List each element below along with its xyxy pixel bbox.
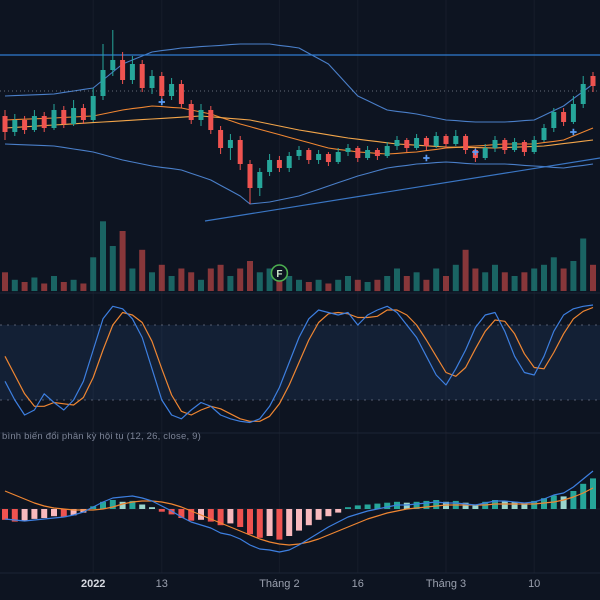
plus-marker — [570, 128, 577, 136]
plus-marker — [423, 154, 430, 162]
time-axis-label: 2022 — [81, 578, 105, 590]
pane-separators — [0, 292, 600, 574]
event-marker-f[interactable]: F — [270, 264, 289, 282]
macd-signal-line — [4, 487, 594, 546]
plus-marker — [158, 98, 165, 106]
time-axis-label: Tháng 3 — [426, 578, 466, 590]
time-axis[interactable]: 2022 13 Tháng 2 16 Tháng 3 10 — [81, 578, 540, 590]
time-axis-label: 16 — [352, 578, 364, 590]
plus-marker — [472, 148, 479, 156]
time-axis-label: Tháng 2 — [259, 578, 299, 590]
svg-text:F: F — [276, 269, 282, 280]
stochastic-d-line — [4, 306, 594, 422]
plus-markers[interactable] — [158, 98, 577, 162]
trendline[interactable] — [204, 157, 600, 222]
candlestick-series[interactable] — [2, 30, 596, 204]
macd-line — [4, 470, 594, 553]
stochastic-k-line — [4, 304, 594, 424]
stochastic-band — [0, 324, 600, 401]
volume-series[interactable] — [2, 221, 596, 292]
time-axis-label: 10 — [528, 578, 540, 590]
macd-histogram[interactable] — [2, 478, 596, 540]
time-axis-label: 13 — [156, 578, 168, 590]
